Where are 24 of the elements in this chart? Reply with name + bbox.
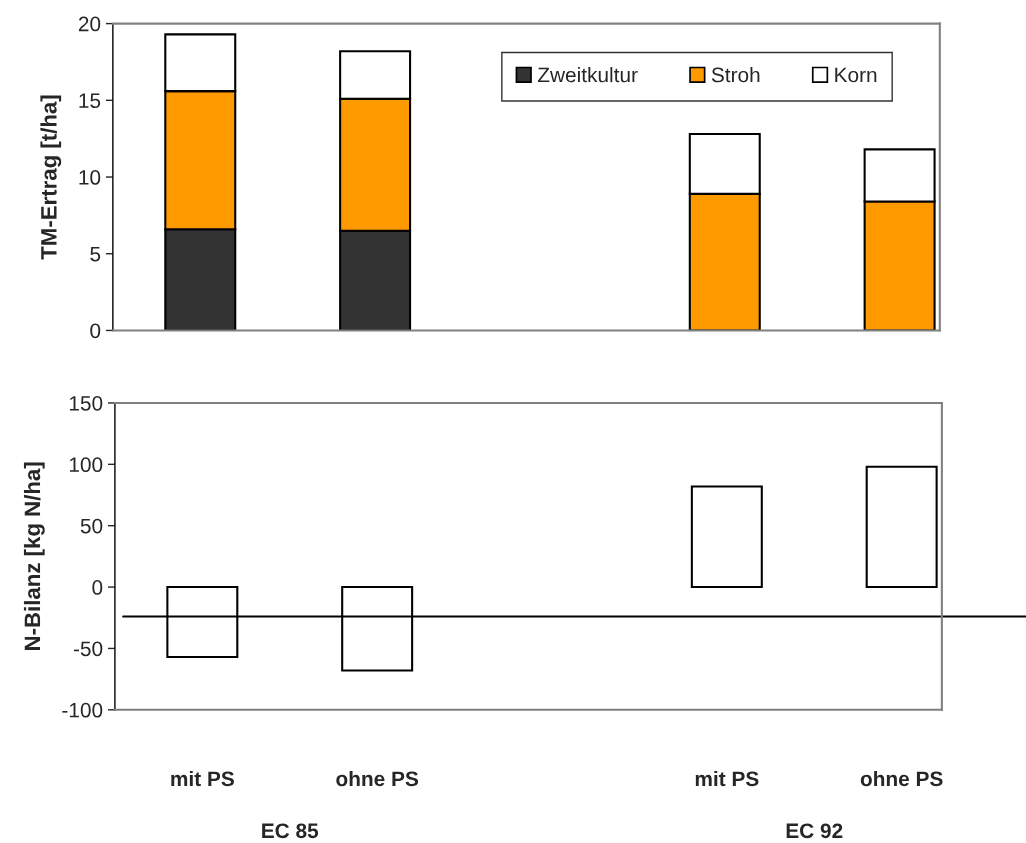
bar bbox=[865, 465, 938, 589]
legend-label: Stroh bbox=[711, 67, 760, 83]
y-tick-label: 0 bbox=[90, 323, 101, 339]
x-tick-label: mit PS bbox=[695, 770, 759, 787]
x-tick-label: mit PS bbox=[171, 770, 234, 787]
y-tick-label: 15 bbox=[79, 93, 101, 109]
y-tick-label: 20 bbox=[78, 16, 101, 32]
y-tick-label: 0 bbox=[92, 580, 103, 595]
text: EC 92 bbox=[786, 823, 843, 839]
legend-label: Zweitkultur bbox=[537, 67, 638, 83]
text: EC 85 bbox=[262, 823, 319, 839]
bar bbox=[690, 485, 763, 589]
y-tick-label: 100 bbox=[69, 457, 103, 473]
y-tick-label: 150 bbox=[69, 395, 103, 411]
x-tick-label: ohne PS bbox=[860, 770, 943, 787]
y-tick-label: 50 bbox=[80, 518, 103, 534]
legend-label: Korn bbox=[835, 67, 877, 83]
y-tick-label: -50 bbox=[73, 641, 103, 657]
y-tick-label: 5 bbox=[90, 246, 101, 262]
y-tick-label: -100 bbox=[62, 702, 103, 718]
x-tick-label: ohne PS bbox=[336, 770, 419, 787]
y-tick-label: 10 bbox=[79, 170, 101, 185]
y-axis-title: N-Bilanz [kg N/ha] bbox=[23, 462, 45, 650]
y-axis-title: TM-Ertrag [t/ha] bbox=[40, 95, 62, 260]
